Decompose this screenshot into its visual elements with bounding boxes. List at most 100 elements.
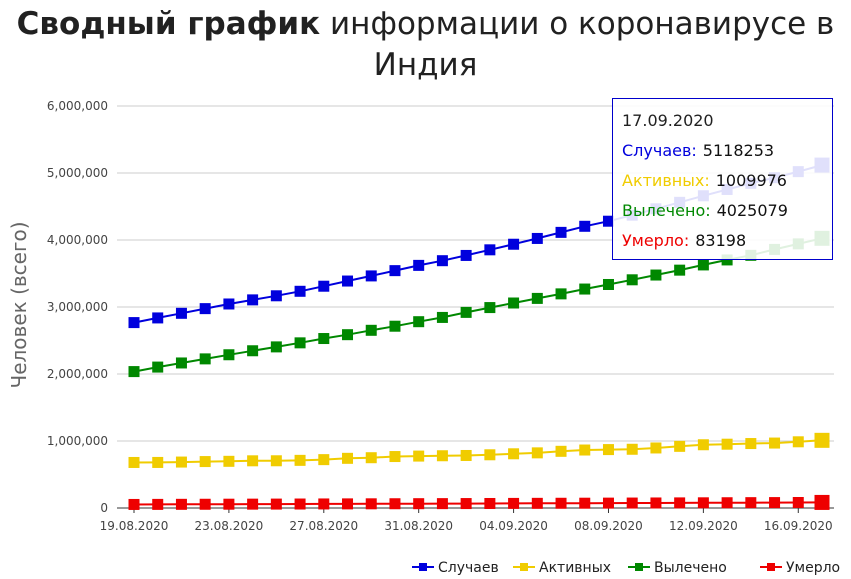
- data-point[interactable]: [555, 497, 567, 509]
- data-point[interactable]: [674, 497, 686, 509]
- data-point[interactable]: [626, 274, 638, 286]
- data-point[interactable]: [602, 215, 614, 227]
- data-point[interactable]: [223, 498, 235, 510]
- data-point[interactable]: [769, 497, 781, 509]
- data-point[interactable]: [389, 451, 401, 463]
- data-point[interactable]: [579, 444, 591, 456]
- data-point[interactable]: [223, 349, 235, 361]
- data-point[interactable]: [602, 444, 614, 456]
- data-point[interactable]: [270, 498, 282, 510]
- data-point[interactable]: [814, 494, 830, 510]
- data-point[interactable]: [602, 278, 614, 290]
- data-point[interactable]: [650, 497, 662, 509]
- data-point[interactable]: [531, 292, 543, 304]
- data-point[interactable]: [674, 440, 686, 452]
- data-point[interactable]: [318, 280, 330, 292]
- data-point[interactable]: [555, 226, 567, 238]
- data-point[interactable]: [318, 333, 330, 345]
- data-point[interactable]: [128, 366, 140, 378]
- data-point[interactable]: [247, 455, 259, 467]
- data-point[interactable]: [460, 449, 472, 461]
- data-point[interactable]: [199, 353, 211, 365]
- data-point[interactable]: [128, 456, 140, 468]
- data-point[interactable]: [128, 498, 140, 510]
- data-point[interactable]: [436, 450, 448, 462]
- data-point[interactable]: [650, 442, 662, 454]
- data-point[interactable]: [413, 316, 425, 328]
- data-point[interactable]: [531, 447, 543, 459]
- data-point[interactable]: [579, 497, 591, 509]
- data-point[interactable]: [579, 283, 591, 295]
- data-point[interactable]: [484, 497, 496, 509]
- data-point[interactable]: [413, 498, 425, 510]
- data-point[interactable]: [175, 307, 187, 319]
- data-point[interactable]: [175, 456, 187, 468]
- data-point[interactable]: [294, 285, 306, 297]
- data-point[interactable]: [626, 443, 638, 455]
- data-point[interactable]: [721, 497, 733, 509]
- data-point[interactable]: [460, 249, 472, 261]
- data-point[interactable]: [389, 498, 401, 510]
- legend-label[interactable]: Активных: [539, 560, 611, 576]
- data-point[interactable]: [769, 437, 781, 449]
- data-point[interactable]: [508, 238, 520, 250]
- data-point[interactable]: [626, 497, 638, 509]
- data-point[interactable]: [579, 220, 591, 232]
- data-point[interactable]: [270, 290, 282, 302]
- data-point[interactable]: [199, 498, 211, 510]
- data-point[interactable]: [152, 456, 164, 468]
- data-point[interactable]: [508, 448, 520, 460]
- data-point[interactable]: [484, 449, 496, 461]
- data-point[interactable]: [318, 454, 330, 466]
- data-point[interactable]: [223, 455, 235, 467]
- data-point[interactable]: [389, 265, 401, 277]
- data-point[interactable]: [413, 450, 425, 462]
- data-point[interactable]: [531, 232, 543, 244]
- data-point[interactable]: [436, 255, 448, 267]
- data-point[interactable]: [484, 244, 496, 256]
- data-point[interactable]: [152, 361, 164, 373]
- data-point[interactable]: [436, 311, 448, 323]
- data-point[interactable]: [342, 452, 354, 464]
- data-point[interactable]: [602, 497, 614, 509]
- data-point[interactable]: [792, 497, 804, 509]
- data-point[interactable]: [531, 497, 543, 509]
- legend-label[interactable]: Вылечено: [654, 560, 727, 576]
- data-point[interactable]: [175, 498, 187, 510]
- data-point[interactable]: [697, 259, 709, 271]
- data-point[interactable]: [721, 438, 733, 450]
- data-point[interactable]: [484, 302, 496, 314]
- data-point[interactable]: [342, 329, 354, 341]
- data-point[interactable]: [365, 452, 377, 464]
- data-point[interactable]: [508, 497, 520, 509]
- data-point[interactable]: [318, 498, 330, 510]
- data-point[interactable]: [792, 436, 804, 448]
- data-point[interactable]: [342, 498, 354, 510]
- data-point[interactable]: [389, 320, 401, 332]
- data-point[interactable]: [413, 259, 425, 271]
- data-point[interactable]: [247, 294, 259, 306]
- data-point[interactable]: [294, 454, 306, 466]
- data-point[interactable]: [650, 269, 662, 281]
- data-point[interactable]: [365, 270, 377, 282]
- data-point[interactable]: [270, 455, 282, 467]
- data-point[interactable]: [555, 288, 567, 300]
- data-point[interactable]: [342, 275, 354, 287]
- data-point[interactable]: [247, 345, 259, 357]
- data-point[interactable]: [555, 445, 567, 457]
- data-point[interactable]: [294, 337, 306, 349]
- data-point[interactable]: [697, 439, 709, 451]
- data-point[interactable]: [745, 438, 757, 450]
- data-point[interactable]: [460, 306, 472, 318]
- data-point[interactable]: [508, 297, 520, 309]
- data-point[interactable]: [697, 497, 709, 509]
- data-point[interactable]: [152, 498, 164, 510]
- legend-label[interactable]: Случаев: [438, 560, 499, 576]
- data-point[interactable]: [152, 312, 164, 324]
- data-point[interactable]: [365, 498, 377, 510]
- data-point[interactable]: [294, 498, 306, 510]
- data-point[interactable]: [460, 498, 472, 510]
- data-point[interactable]: [745, 497, 757, 509]
- data-point[interactable]: [199, 456, 211, 468]
- data-point[interactable]: [128, 317, 140, 329]
